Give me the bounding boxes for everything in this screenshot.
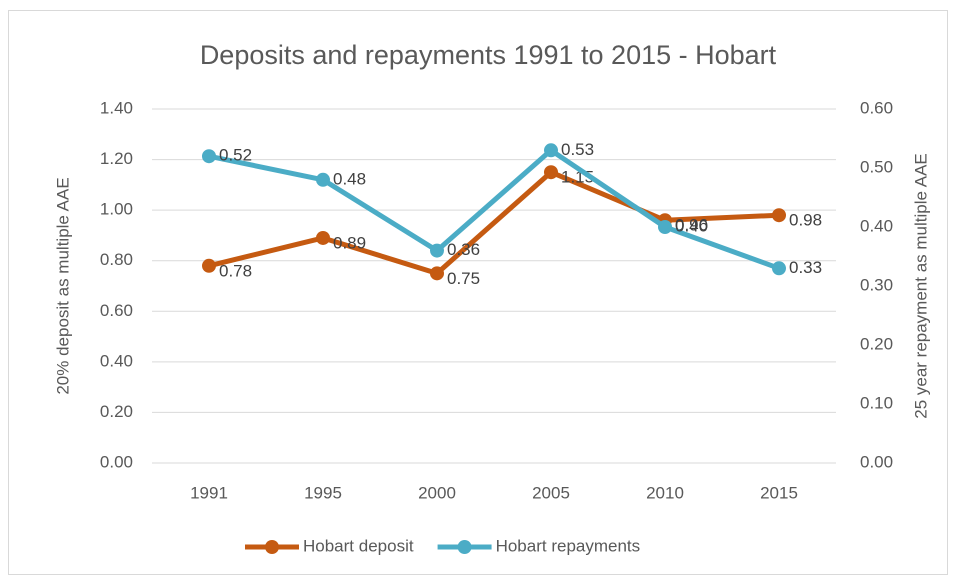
x-tick-label: 2015 [760,483,798,502]
y-tick-label: 0.00 [100,452,133,471]
x-tick-label: 1995 [304,483,342,502]
data-label: 0.78 [219,261,252,280]
data-label: 0.53 [561,140,594,159]
marker [202,258,216,273]
legend-marker [265,540,279,554]
marker [430,266,444,281]
marker [316,230,330,245]
x-tick-label: 2005 [532,483,570,502]
y-axis-title: 20% deposit as multiple AAE [53,177,72,394]
y2-tick-label: 0.40 [860,216,893,235]
marker [544,143,558,158]
marker [202,149,216,164]
y-tick-label: 0.20 [100,402,133,421]
y-tick-label: 0.60 [100,301,133,320]
y2-tick-label: 0.20 [860,334,893,353]
y-tick-label: 1.00 [100,200,133,219]
data-label: 0.33 [789,258,822,277]
chart-border [8,10,948,575]
legend-label: Hobart repayments [496,536,641,555]
data-label: 0.52 [219,146,252,165]
marker [772,261,786,276]
x-tick-label: 2010 [646,483,684,502]
y2-tick-label: 0.30 [860,275,893,294]
y-tick-label: 1.20 [100,149,133,168]
legend-marker [457,540,472,554]
x-tick-label: 2000 [418,483,456,502]
data-label: 0.36 [447,240,480,259]
data-label: 0.98 [789,211,822,230]
data-label: 0.96 [675,216,708,235]
data-label: 0.40 [675,216,708,235]
y2-tick-label: 0.60 [860,98,893,117]
y2-tick-label: 0.50 [860,157,893,176]
y-tick-label: 1.40 [100,98,133,117]
y2-tick-label: 0.10 [860,393,893,412]
marker [772,208,786,223]
x-tick-label: 1991 [190,483,228,502]
line [206,169,782,276]
marker [544,165,558,180]
line [206,147,782,271]
chart-title: Deposits and repayments 1991 to 2015 - H… [200,40,777,70]
data-label: 0.48 [333,169,366,188]
marker [430,243,444,258]
y2-axis-title: 25 year repayment as multiple AAE [911,153,930,419]
data-label: 0.89 [333,233,366,252]
y-tick-label: 0.80 [100,250,133,269]
y2-tick-label: 0.00 [860,452,893,471]
marker [316,172,330,187]
y-tick-label: 0.40 [100,351,133,370]
data-label: 0.75 [447,269,480,288]
marker [658,220,672,234]
legend-label: Hobart deposit [303,536,414,555]
